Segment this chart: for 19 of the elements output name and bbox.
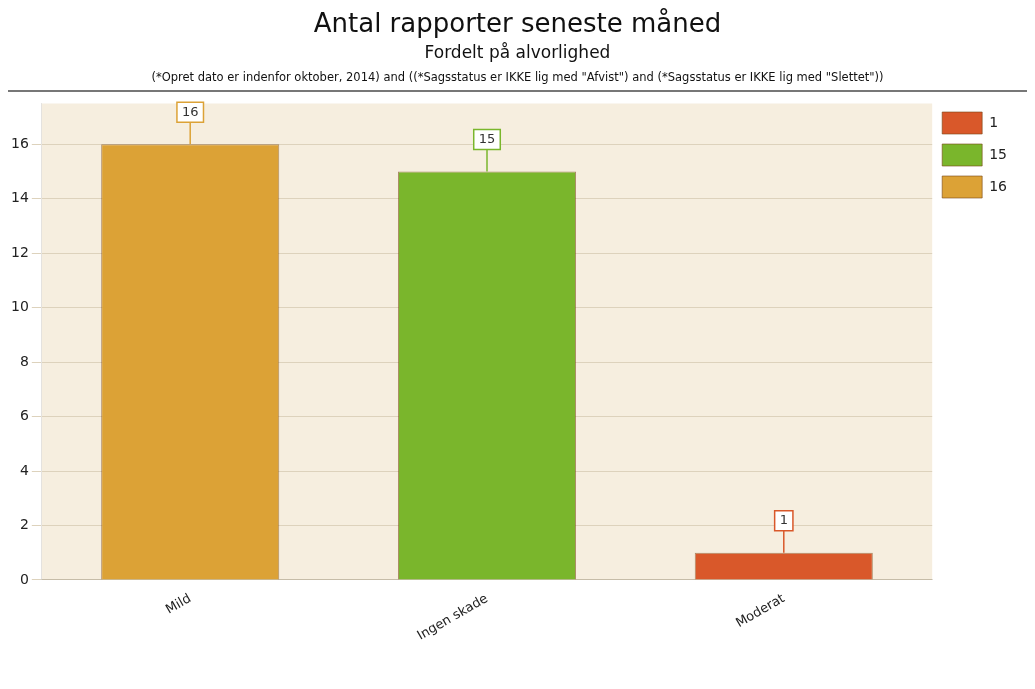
y-tick-label: 10 <box>10 298 29 315</box>
y-tick-label: 0 <box>19 570 29 587</box>
y-tick-label: 8 <box>19 352 29 369</box>
legend-label: 15 <box>989 145 1008 162</box>
text: (*Opret dato er indenfor oktober, 2014) and ((*Sagsstatus er IKKE lig med "Afvist") and (*Sagsstatus er IKKE lig med "Slettet")) <box>150 70 885 84</box>
y-tick-label: 16 <box>10 134 29 151</box>
y-tick-label: 6 <box>19 407 29 424</box>
y-tick-label: 12 <box>10 243 29 260</box>
chart-subtitle: Fordelt på alvorlighed <box>423 42 612 62</box>
legend-label: 16 <box>989 177 1008 194</box>
data-label: 1 <box>779 512 788 528</box>
y-tick-label: 14 <box>10 189 29 206</box>
y-tick-label: 2 <box>19 516 29 533</box>
x-tick-label: Mild <box>162 590 194 617</box>
data-label: 16 <box>181 103 199 119</box>
y-tick-label: 4 <box>19 461 29 478</box>
legend-label: 1 <box>989 113 999 130</box>
chart-title: Antal rapporter seneste måned <box>312 8 723 38</box>
data-label: 15 <box>478 130 496 146</box>
